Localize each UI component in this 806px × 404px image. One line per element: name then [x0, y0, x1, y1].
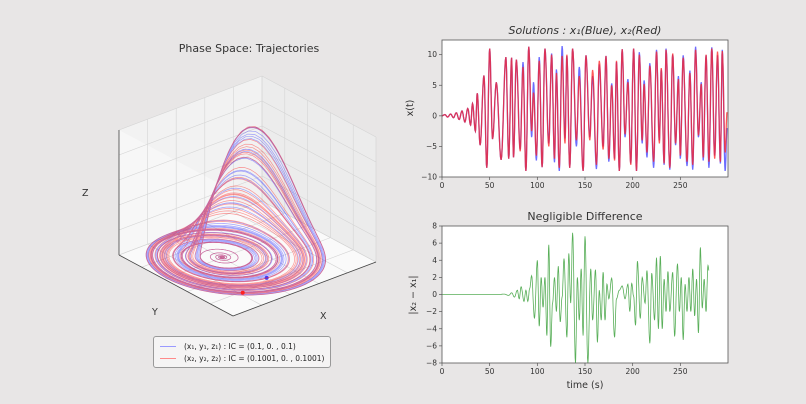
- x-tick-label: 250: [673, 367, 688, 376]
- grid-line: [261, 75, 377, 138]
- grid-line: [118, 125, 263, 181]
- x-tick-label: 150: [578, 181, 593, 190]
- top-y-label: x(t): [405, 100, 416, 117]
- trajectory-2: [145, 126, 327, 296]
- trajectories: [145, 126, 327, 296]
- x-axis-label: X: [320, 311, 327, 322]
- difference-plot: 0 50 100 150 200 250 −8 −6 −4 −2 0 2 4 6 8 Negligible D…: [408, 210, 729, 391]
- y-tick-label: −6: [426, 341, 437, 350]
- y-tick-label: 5: [432, 81, 437, 90]
- legend-swatch-blue: [160, 346, 176, 347]
- y-axis-label: Y: [151, 307, 158, 318]
- y-tick-label: 4: [432, 256, 437, 265]
- x-axis-line: [232, 261, 377, 317]
- phase-space-title: Phase Space: Trajectories: [179, 42, 320, 55]
- legend-label-2: (x₂, y₂, z₂) : IC = (0.1001, 0. , 0.1001…: [184, 354, 325, 363]
- trajectory-1: [145, 126, 326, 296]
- bottom-x-label: time (s): [567, 380, 604, 391]
- grid-line: [187, 237, 331, 292]
- y-tick-label: 8: [432, 222, 437, 231]
- grid-line: [233, 211, 348, 274]
- x-tick-label: 0: [440, 181, 445, 190]
- grid-line: [164, 225, 308, 280]
- y-tick-label: −8: [426, 359, 437, 368]
- phase-space-plot: Phase Space: Trajectories Z Y X: [82, 42, 377, 322]
- legend-swatch-red: [160, 358, 176, 359]
- y-tick-label: 6: [432, 239, 437, 248]
- legend: (x₁, y₁, z₁) : IC = (0.1, 0. , 0.1) (x₂,…: [153, 336, 331, 368]
- y-tick-label: −10: [421, 173, 437, 182]
- x-tick-label: 150: [578, 367, 593, 376]
- grid-line: [118, 175, 263, 231]
- grid-line: [210, 249, 354, 305]
- grid-line: [261, 125, 377, 188]
- y-tick-label: 10: [427, 50, 437, 59]
- z-axis-label: Z: [82, 188, 89, 199]
- grid-line: [118, 200, 263, 256]
- 3d-axes-panes: [118, 75, 377, 317]
- y-tick-label: −4: [426, 324, 437, 333]
- solutions-plot: 0 50 100 150 200 250 −10 −5 0 5 10 Solutions : x₁(B…: [405, 24, 729, 190]
- series-line-x2: [442, 46, 728, 171]
- left-pane: [262, 76, 376, 262]
- grid-line: [118, 75, 263, 131]
- legend-entry-1: (x₁, y₁, z₁) : IC = (0.1, 0. , 0.1): [160, 342, 296, 351]
- y-tick-label: 0: [432, 290, 437, 299]
- x-tick-label: 250: [673, 181, 688, 190]
- x-tick-label: 200: [626, 181, 641, 190]
- x-tick-label: 100: [530, 367, 545, 376]
- floor-pane: [119, 201, 376, 316]
- y-axis-line: [118, 254, 234, 317]
- grid-line: [261, 175, 377, 238]
- series-line-diff: [442, 232, 710, 364]
- grid-line: [261, 100, 377, 163]
- grid-line: [141, 212, 285, 268]
- x-tick-label: 100: [530, 181, 545, 190]
- bottom-y-label: |x₂ − x₁|: [408, 275, 419, 314]
- grid-line: [147, 243, 262, 306]
- trajectory-end-marker-2: [240, 290, 245, 295]
- difference-title: Negligible Difference: [527, 210, 642, 223]
- y-tick-label: −5: [426, 142, 437, 151]
- x-tick-label: 0: [440, 367, 445, 376]
- grid-line: [176, 233, 291, 295]
- solutions-title: Solutions : x₁(Blue), x₂(Red): [509, 24, 662, 37]
- grid-line: [118, 150, 263, 206]
- legend-label-1: (x₁, y₁, z₁) : IC = (0.1, 0. , 0.1): [184, 342, 296, 351]
- x-tick-label: 50: [485, 367, 495, 376]
- grid-line: [204, 222, 319, 284]
- y-tick-label: 0: [432, 111, 437, 120]
- grid-line: [118, 100, 263, 156]
- x-tick-label: 200: [626, 367, 641, 376]
- y-tick-label: −2: [426, 307, 437, 316]
- y-tick-label: 2: [432, 273, 437, 282]
- x-tick-label: 50: [485, 181, 495, 190]
- grid-line: [261, 150, 377, 213]
- trajectory-end-marker-1: [264, 275, 269, 280]
- legend-entry-2: (x₂, y₂, z₂) : IC = (0.1001, 0. , 0.1001…: [160, 354, 324, 363]
- grid-line: [261, 200, 377, 263]
